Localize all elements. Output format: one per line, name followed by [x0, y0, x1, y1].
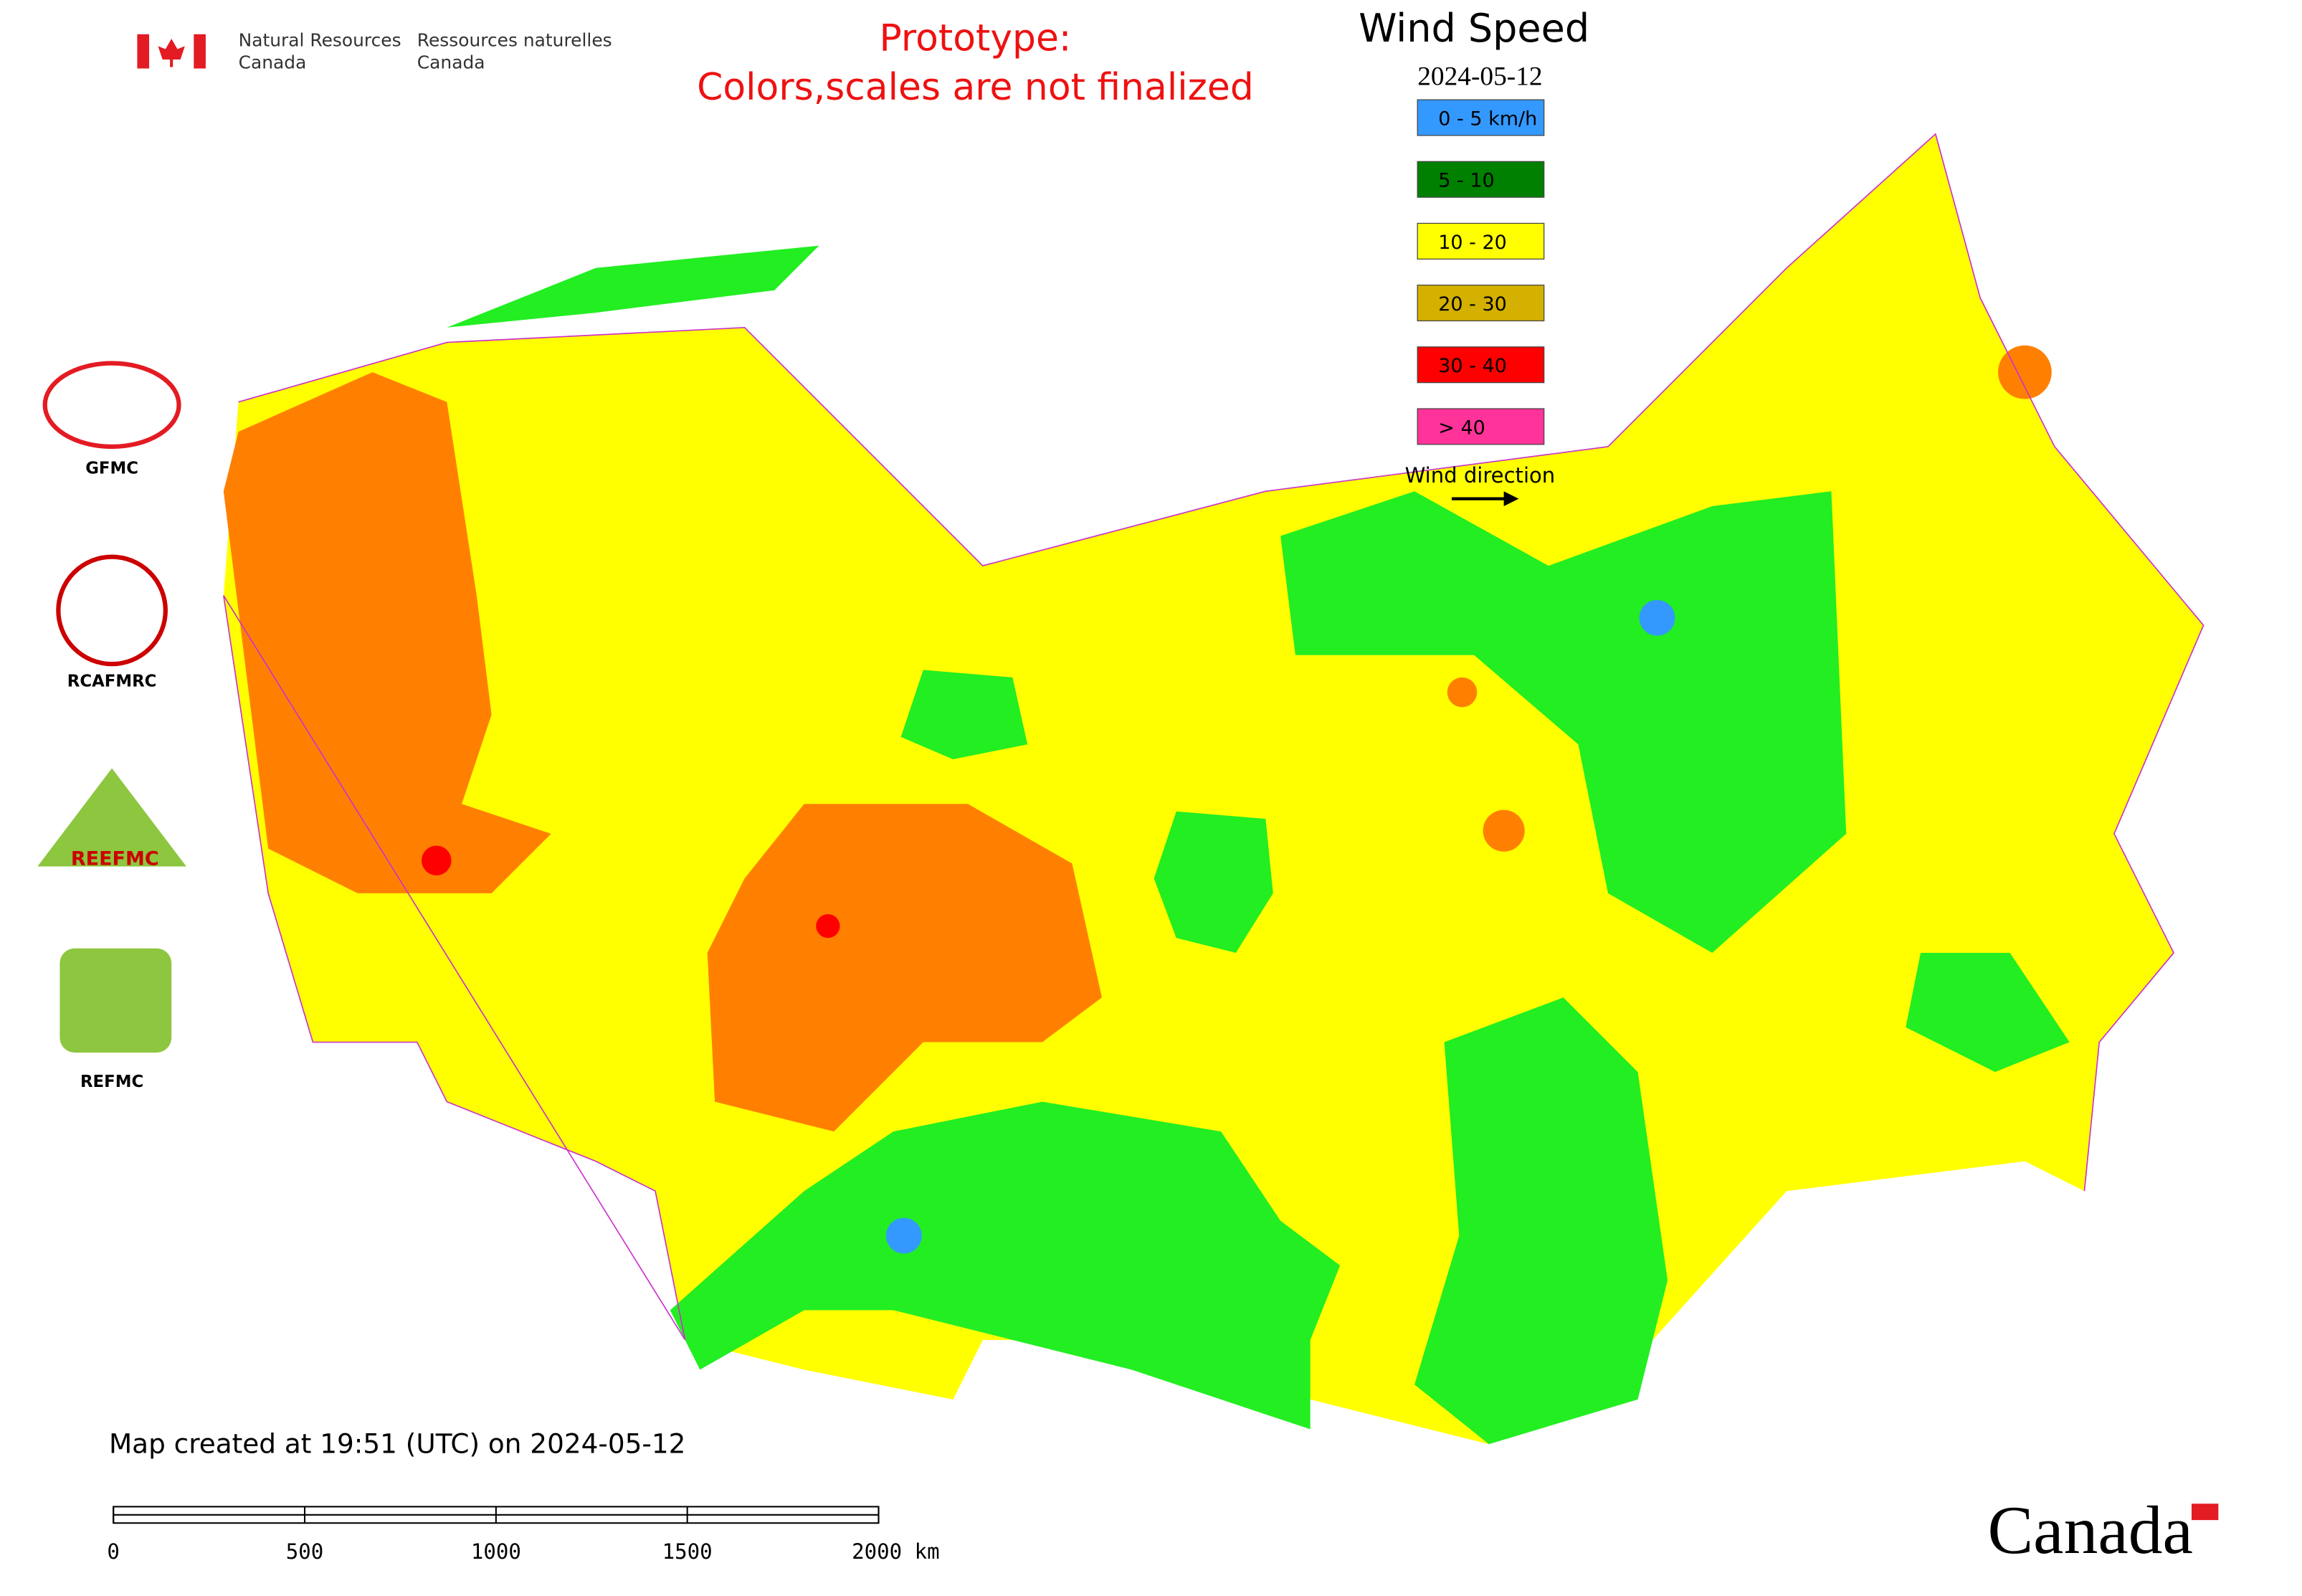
region-green-east — [1906, 952, 2070, 1073]
logo-gfmc — [42, 361, 181, 450]
spot-red — [422, 845, 452, 875]
created-note: Map created at 19:51 (UTC) on 2024-05-12 — [109, 1428, 685, 1460]
spot-blue — [1639, 599, 1675, 636]
legend-label: 5 - 10 — [1438, 170, 1494, 192]
agency-fr: Canada — [417, 52, 485, 73]
maple-leaf — [158, 38, 185, 67]
legend-date: 2024-05-12 — [1417, 62, 1542, 91]
logo-rcafmrc — [56, 554, 168, 667]
region-green-mid — [1154, 811, 1273, 953]
logo-label: GFMC — [85, 459, 138, 478]
flag-left — [137, 34, 150, 69]
region-orange-west — [223, 372, 551, 893]
canada-wordmark: Canada — [1987, 1492, 2192, 1568]
region-green-south — [670, 1101, 1341, 1430]
direction-arrowhead — [1503, 491, 1519, 507]
legend-swatch — [1417, 99, 1545, 136]
agency-en: Natural Resources — [239, 29, 401, 50]
legend-label: 30 - 40 — [1438, 355, 1507, 377]
scale-label: 0 — [107, 1539, 120, 1564]
region-green-north — [447, 245, 819, 328]
region-orange-central — [707, 804, 1102, 1132]
scale-label: 2000 km — [852, 1539, 939, 1564]
legend-swatch — [1417, 285, 1545, 322]
region-yellow — [223, 133, 2204, 1445]
footer: Map created at 19:51 (UTC) on 2024-05-12… — [107, 1428, 2219, 1568]
logo-label: REEFMC — [71, 847, 159, 870]
header: Natural Resources Canada Ressources natu… — [137, 17, 1254, 109]
spot-red — [816, 913, 840, 939]
logo-label: REFMC — [80, 1073, 143, 1091]
wordmark-flag — [2191, 1504, 2219, 1521]
scale-label: 500 — [286, 1539, 324, 1564]
scale-label: 1000 — [471, 1539, 521, 1564]
spot-blue — [885, 1217, 922, 1254]
legend: Wind Speed 2024-05-12 Wind direction 0 -… — [1359, 6, 1589, 507]
notice: Colors,scales are not finalized — [697, 66, 1254, 109]
agency-fr: Ressources naturelles — [417, 29, 612, 50]
spot-orange — [1998, 345, 2052, 399]
region-green-northeast — [1280, 491, 1847, 953]
legend-swatch — [1417, 346, 1545, 384]
spot-orange — [1483, 809, 1525, 852]
spot-orange — [1447, 677, 1478, 708]
legend-swatch — [1417, 161, 1545, 198]
legend-swatch — [1417, 222, 1545, 260]
agency-en: Canada — [239, 52, 307, 73]
logo-label: RCAFMRC — [67, 672, 157, 690]
direction-label: Wind direction — [1405, 463, 1556, 488]
legend-swatch — [1417, 408, 1545, 445]
flag-right — [194, 34, 206, 69]
logo-refmc — [60, 948, 172, 1053]
region-green-mid2 — [900, 670, 1028, 760]
logos: GFMC RCAFMRC REEFMC REFMC — [37, 361, 186, 1091]
scale-label: 1500 — [662, 1539, 713, 1564]
russia-border — [223, 133, 2205, 1341]
logo-reefmc — [37, 768, 186, 867]
notice: Prototype: — [880, 17, 1072, 60]
legend-label: 0 - 5 km/h — [1438, 108, 1537, 130]
region-green-southeast — [1414, 997, 1668, 1445]
legend-label: 20 - 30 — [1438, 293, 1507, 315]
legend-title: Wind Speed — [1359, 6, 1589, 51]
legend-label: 10 - 20 — [1438, 232, 1507, 254]
map-area — [223, 133, 2205, 1445]
legend-label: > 40 — [1438, 417, 1485, 439]
